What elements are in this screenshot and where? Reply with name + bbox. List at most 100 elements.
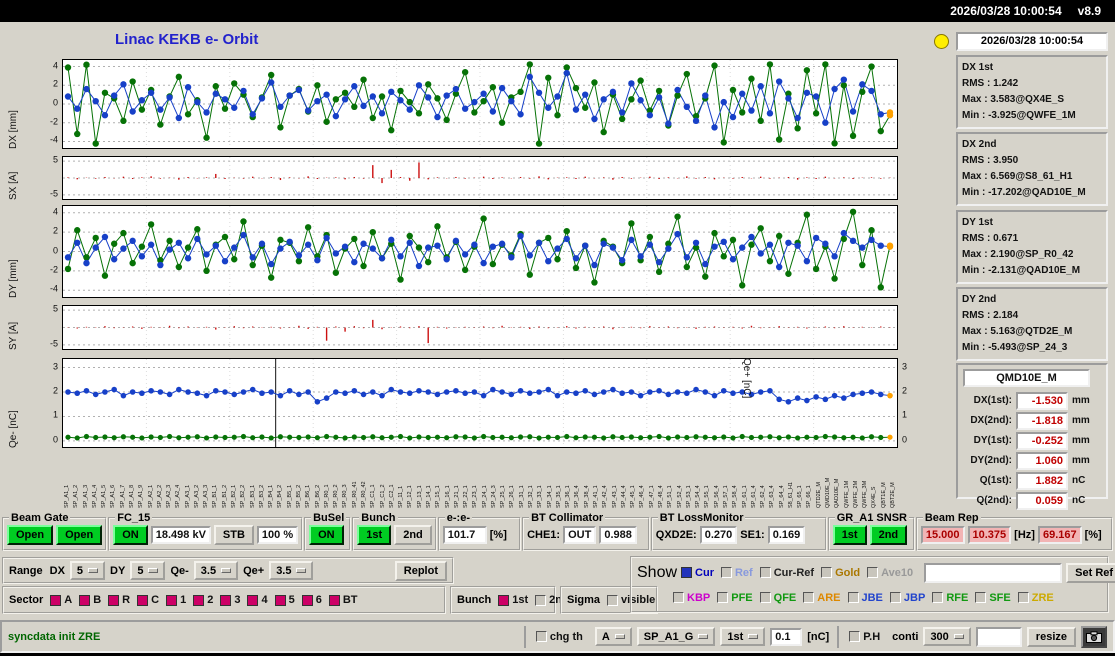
beam-gate-open-1-button[interactable]: Open [7, 525, 54, 545]
stats-title: DY 1st [962, 217, 993, 228]
gr-a1-2nd-button[interactable]: 2nd [869, 525, 908, 545]
monitor-row-unit: mm [1072, 434, 1090, 446]
checkbox-ref[interactable]: Ref [720, 567, 753, 579]
checkbox-5[interactable]: 5 [274, 594, 295, 606]
checkbox-jbe[interactable]: JBE [847, 592, 883, 604]
stats-max: Max : 3.583@QX4E_S [962, 94, 1065, 105]
separator [837, 625, 841, 648]
ref-name-input[interactable] [924, 562, 1063, 583]
status-lamp-icon [934, 34, 949, 49]
bunch-select-value: 1st [727, 630, 744, 643]
stats-min: Min : -3.925@QWFE_1M [962, 110, 1076, 121]
range-qe-plus-select[interactable]: 3.5 [269, 561, 314, 580]
sx-plot[interactable] [62, 156, 898, 200]
checkbox-b[interactable]: B [79, 594, 101, 606]
range-dx-label: DX [49, 564, 65, 577]
range-group: Range DX 5 DY 5 Qe- 3.5 Qe+ 3.5 Replot [2, 557, 454, 584]
ee-ratio-display: 101.7 [442, 526, 487, 544]
dy-2nd-stats-box: DY 2nd RMS : 2.184 Max : 5.163@QTD2E_M M… [956, 287, 1108, 361]
range-dx-select[interactable]: 5 [69, 561, 106, 580]
screenshot-button[interactable] [1081, 625, 1107, 648]
ee-ratio-title: e-:e- [446, 512, 470, 524]
checkbox-cur-ref[interactable]: Cur-Ref [759, 567, 814, 579]
monitor-row-value: -0.252 [1016, 431, 1068, 450]
control-row-1: Beam Gate Open Open FC_15 ON 18.498 kV S… [2, 512, 1113, 551]
checkbox-gold[interactable]: Gold [821, 567, 860, 579]
resize-button[interactable]: resize [1026, 626, 1076, 647]
monitor-row-unit: mm [1072, 394, 1090, 406]
checkbox-sfe[interactable]: SFE [975, 592, 1011, 604]
count-input[interactable] [975, 626, 1022, 647]
bunch-group: Bunch 1st 2nd [352, 512, 437, 551]
checkbox-bt[interactable]: BT [328, 594, 357, 606]
checkbox-visible[interactable]: visible [607, 594, 655, 606]
checkbox-zre[interactable]: ZRE [1017, 592, 1054, 604]
fc15-stb-button[interactable]: STB [213, 525, 254, 545]
dropdown-indicator-icon [148, 568, 159, 573]
checkbox-pfe[interactable]: PFE [717, 592, 753, 604]
checkbox-ave10[interactable]: Ave10 [867, 567, 913, 579]
checkbox-p-h[interactable]: P.H [849, 631, 880, 643]
interval-value: 300 [930, 630, 949, 643]
beam-gate-open-2-button[interactable]: Open [56, 525, 103, 545]
gr-a1-1st-button[interactable]: 1st [832, 525, 867, 545]
monitor-select[interactable]: SP_A1_G [636, 627, 716, 646]
checkbox-c[interactable]: C [137, 594, 159, 606]
dropdown-indicator-icon [88, 568, 99, 573]
bt-lossmonitor-group: BT LossMonitor QXD2E: 0.270 SE1: 0.169 [650, 512, 827, 551]
checkbox-cur[interactable]: Cur [681, 567, 714, 579]
bunch-select[interactable]: 1st [720, 627, 766, 646]
checkbox-1[interactable]: 1 [166, 594, 186, 606]
dropdown-indicator-icon [221, 568, 232, 573]
qe-minus-axis-label: Qe- [nC] [8, 410, 19, 448]
stats-min: Min : -17.202@QAD10E_M [962, 187, 1086, 198]
stats-max: Max : 2.190@SP_R0_42 [962, 249, 1074, 260]
range-qe-plus-value: 3.5 [276, 564, 292, 577]
range-dy-label: DY [110, 564, 126, 577]
bunch-title: Bunch [361, 512, 396, 524]
checkbox-chg-th[interactable]: chg th [535, 631, 583, 643]
checkbox-jbp[interactable]: JBP [889, 592, 925, 604]
dx-plot[interactable] [62, 59, 898, 149]
che1-state-display: OUT [563, 526, 597, 544]
dropdown-indicator-icon [698, 634, 709, 639]
sector-select[interactable]: A [594, 627, 632, 646]
checkbox-2[interactable]: 2 [193, 594, 213, 606]
busel-on-button[interactable]: ON [309, 525, 344, 545]
checkbox-r[interactable]: R [108, 594, 130, 606]
sy-plot[interactable] [62, 305, 898, 350]
interval-select[interactable]: 300 [923, 627, 971, 646]
fc15-kv-display: 18.498 kV [150, 526, 211, 544]
range-title: Range [9, 564, 43, 577]
replot-button[interactable]: Replot [394, 560, 447, 581]
checkbox-a[interactable]: A [50, 594, 72, 606]
qe-plus-axis-label: Qe+ [nC] [741, 358, 752, 399]
charge-plot[interactable] [62, 358, 898, 448]
checkbox-1st[interactable]: 1st [498, 594, 528, 606]
monitor-row-value: 1.882 [1016, 471, 1068, 490]
checkbox-3[interactable]: 3 [220, 594, 240, 606]
checkbox-4[interactable]: 4 [247, 594, 268, 606]
bunch-2nd-button[interactable]: 2nd [394, 525, 432, 545]
monitor-row-unit: nC [1072, 474, 1086, 486]
set-ref-button[interactable]: Set Ref [1066, 562, 1115, 583]
bt-collimator-group: BT Collimator CHE1: OUT 0.988 [522, 512, 650, 551]
range-dy-select[interactable]: 5 [130, 561, 166, 580]
window-bottom-edge [0, 653, 1115, 656]
se1-label: SE1: [740, 529, 765, 541]
checkbox-rfe[interactable]: RFE [932, 592, 968, 604]
range-qe-plus-label: Qe+ [243, 564, 265, 577]
checkbox-kbp[interactable]: KBP [673, 592, 710, 604]
checkbox-6[interactable]: 6 [301, 594, 322, 606]
show-checklist-row1: Cur Ref Cur-Ref Gold Ave10 [681, 567, 920, 579]
collimator-value-display: 0.988 [599, 526, 637, 544]
dx-2nd-stats-box: DX 2nd RMS : 3.950 Max : 6.569@S8_61_H1 … [956, 132, 1108, 206]
dy-axis-label: DY [mm] [8, 259, 19, 298]
range-qe-minus-select[interactable]: 3.5 [193, 561, 239, 580]
bunch-1st-button[interactable]: 1st [357, 525, 392, 545]
checkbox-are[interactable]: ARE [803, 592, 841, 604]
checkbox-qfe[interactable]: QFE [759, 592, 796, 604]
dy-plot[interactable] [62, 205, 898, 298]
fc15-on-button[interactable]: ON [113, 525, 148, 545]
monitor-row-value: 0.059 [1016, 491, 1068, 510]
